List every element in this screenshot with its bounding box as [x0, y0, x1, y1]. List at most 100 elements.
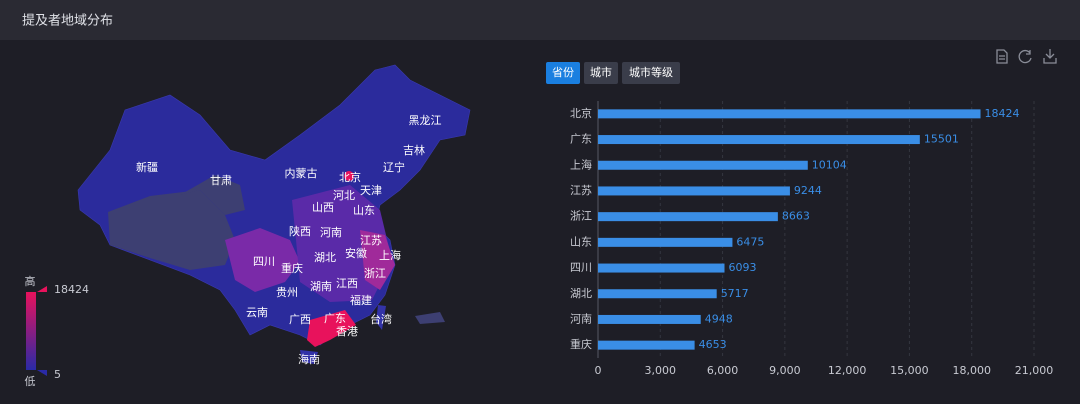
value-label: 10104 [812, 158, 847, 171]
y-tick-label: 广东 [570, 133, 592, 146]
x-tick-label: 0 [595, 364, 602, 377]
refresh-icon[interactable] [1018, 49, 1032, 64]
china-map [77, 64, 471, 364]
province-label: 新疆 [136, 160, 158, 174]
tab[interactable]: 城市 [584, 62, 618, 84]
tab[interactable]: 省份 [546, 62, 580, 84]
bar [598, 160, 808, 170]
tab-bg [622, 62, 680, 84]
value-label: 4948 [705, 312, 733, 325]
value-label: 18424 [985, 107, 1020, 120]
bar [598, 135, 920, 145]
x-tick-label: 21,000 [1015, 364, 1054, 377]
y-tick-label: 四川 [570, 261, 592, 274]
legend-high: 高 [25, 274, 36, 288]
province-label: 吉林 [403, 143, 425, 157]
province-label: 重庆 [281, 261, 303, 275]
x-tick-label: 18,000 [952, 364, 991, 377]
bar [598, 109, 981, 119]
bar [598, 340, 695, 350]
legend-handle[interactable] [37, 370, 47, 376]
bar [598, 186, 790, 196]
province-label: 湖北 [314, 251, 336, 264]
tab-bg [584, 62, 618, 84]
y-tick-label: 山东 [570, 235, 592, 248]
bar [598, 314, 701, 324]
province-label: 河南 [320, 226, 342, 239]
province-label: 湖南 [310, 280, 332, 293]
legend-gradient [26, 292, 36, 370]
y-tick-label: 上海 [570, 157, 592, 171]
x-tick-label: 3,000 [645, 364, 677, 377]
y-tick-label: 重庆 [570, 337, 592, 351]
province-label: 甘肃 [210, 174, 232, 187]
province-label: 上海 [379, 248, 401, 262]
legend-low: 低 [25, 375, 36, 388]
province-label: 福建 [350, 293, 372, 307]
y-tick-label: 湖北 [570, 287, 592, 300]
header-title: 提及者地域分布 [22, 13, 113, 29]
province-label: 江西 [336, 277, 358, 290]
value-label: 8663 [782, 210, 810, 223]
region-guangdong [307, 310, 356, 347]
province-label: 云南 [246, 306, 268, 319]
tab[interactable]: 城市等级 [622, 62, 680, 84]
x-tick-label: 15,000 [890, 364, 929, 377]
legend-handle[interactable] [37, 286, 47, 292]
province-label: 四川 [253, 255, 275, 268]
value-label: 4653 [699, 338, 727, 351]
province-label: 天津 [360, 184, 382, 197]
province-label: 河北 [333, 189, 355, 202]
tab-label: 城市 [590, 65, 612, 79]
province-label: 海南 [298, 352, 320, 366]
x-tick-label: 12,000 [828, 364, 867, 377]
header-bar [0, 0, 1080, 40]
legend-min: 5 [54, 368, 61, 381]
region-hainan [300, 350, 318, 364]
region-tibet [108, 190, 235, 270]
value-label: 15501 [924, 133, 959, 146]
province-label: 北京 [339, 170, 361, 184]
x-tick-label: 6,000 [707, 364, 739, 377]
province-label: 台湾 [370, 312, 392, 326]
region-qinghai [180, 175, 245, 215]
y-tick-label: 江苏 [570, 184, 592, 197]
y-tick-label: 浙江 [570, 210, 592, 223]
region-islands [415, 312, 445, 324]
visual-map-legend: 高 低 18424 5 [25, 274, 90, 388]
province-label: 广东 [324, 312, 346, 325]
region-jiangsu-zhejiang [360, 230, 395, 290]
value-label: 6093 [729, 261, 757, 274]
legend-max: 18424 [54, 283, 89, 296]
bar [598, 263, 725, 273]
y-tick-label: 河南 [570, 312, 592, 325]
province-label: 香港 [336, 325, 358, 338]
bar [598, 212, 778, 222]
province-label: 黑龙江 [409, 114, 442, 127]
province-label: 广西 [289, 313, 311, 326]
data-view-icon[interactable] [996, 49, 1008, 64]
region-taiwan [376, 305, 386, 330]
toolbar[interactable] [996, 49, 1057, 64]
province-label: 内蒙古 [285, 166, 318, 180]
region-sichuan [225, 228, 300, 292]
province-label: 浙江 [364, 267, 386, 280]
province-label: 山东 [353, 204, 375, 217]
y-tick-label: 北京 [570, 106, 592, 120]
tab-label: 省份 [552, 66, 574, 79]
x-tick-label: 9,000 [769, 364, 801, 377]
bar [598, 289, 717, 299]
value-label: 6475 [736, 235, 764, 248]
value-label: 9244 [794, 184, 822, 197]
province-label: 陕西 [289, 224, 311, 238]
download-icon[interactable] [1043, 49, 1057, 64]
region-beijing [344, 171, 354, 181]
province-label: 江苏 [360, 234, 382, 247]
province-label: 安徽 [345, 246, 367, 260]
tab-label: 城市等级 [629, 65, 673, 79]
value-label: 5717 [721, 287, 749, 300]
province-label: 山西 [312, 201, 334, 214]
province-label: 辽宁 [383, 160, 405, 174]
province-label: 贵州 [276, 286, 298, 299]
